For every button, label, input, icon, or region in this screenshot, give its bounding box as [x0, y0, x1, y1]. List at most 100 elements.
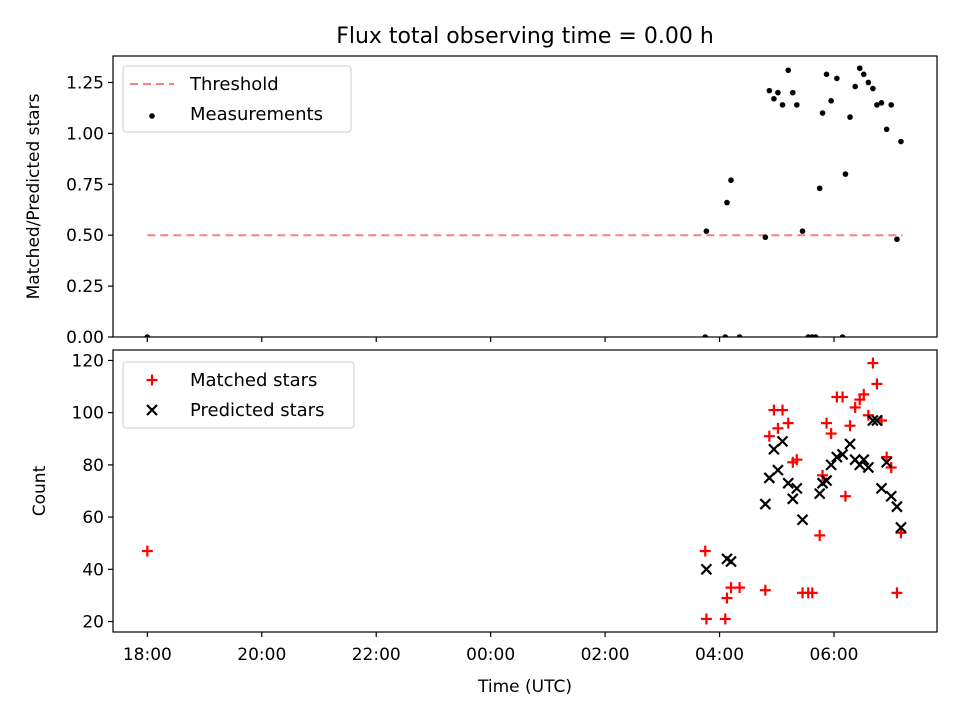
- measurement-point: [874, 102, 880, 108]
- matched-star-point: [734, 582, 746, 594]
- measurement-point: [816, 185, 823, 192]
- measurement-point: [144, 334, 151, 337]
- predicted-star-point: [825, 459, 837, 471]
- predicted-star-point: [831, 451, 843, 463]
- matched-star-point: [867, 357, 879, 369]
- x-axis-title: Time (UTC): [477, 677, 572, 697]
- bottom-x-tick-label: 06:00: [810, 645, 859, 665]
- matched-star-point: [849, 401, 861, 413]
- predicted-star-point: [880, 456, 893, 469]
- top-frame: [112, 55, 938, 338]
- top-y-tick-label: 0.75: [66, 175, 104, 195]
- bottom-legend-box: [122, 361, 355, 429]
- measurement-point: [799, 228, 806, 234]
- measurement-point: [883, 126, 890, 133]
- measurement-point: [828, 97, 834, 104]
- matched-star-point: [871, 378, 883, 390]
- matched-star-point: [763, 430, 775, 442]
- predicted-star-point: [875, 482, 888, 495]
- measurement-point: [779, 102, 786, 108]
- bottom-y-tick-label: 120: [72, 351, 104, 371]
- legend-matched-label: Matched stars: [190, 370, 317, 391]
- matched-star-point: [791, 454, 803, 466]
- bottom-y-axis-title: Count: [30, 465, 50, 516]
- measurement-point: [894, 236, 900, 243]
- legend-measurements-swatch: [149, 113, 155, 119]
- measurement-point: [728, 177, 734, 184]
- matched-star-point: [777, 404, 788, 416]
- legend-measurements-label: Measurements: [190, 104, 323, 125]
- predicted-star-point: [700, 563, 713, 576]
- measurement-point: [785, 67, 792, 74]
- bottom-plot-area: [141, 357, 907, 625]
- legend-predicted-label: Predicted stars: [190, 400, 324, 421]
- matched-star-point: [844, 420, 856, 432]
- top-y-tick-label: 0.00: [66, 328, 104, 348]
- measurement-point: [878, 100, 885, 106]
- chart-title: Flux total observing time = 0.00 h: [336, 24, 714, 49]
- matched-star-point: [721, 592, 733, 604]
- matched-star-point: [719, 613, 731, 625]
- measurement-point: [736, 334, 743, 337]
- predicted-star-point: [759, 498, 772, 510]
- top-legend-box: [122, 65, 352, 133]
- measurement-point: [870, 85, 876, 92]
- predicted-star-point: [844, 438, 856, 450]
- top-legend: Threshold Measurements: [122, 65, 352, 133]
- predicted-star-point: [787, 493, 799, 505]
- top-y-tick-label: 0.50: [66, 226, 104, 246]
- bottom-y-tick-label: 80: [82, 456, 104, 476]
- bottom-y-tick-label: 40: [82, 560, 104, 580]
- matched-star-point: [782, 417, 794, 429]
- top-plot-area: [144, 65, 904, 337]
- top-y-axis-title: Matched/Predicted stars: [24, 93, 44, 299]
- predicted-star-point: [895, 521, 907, 534]
- measurement-point: [724, 199, 730, 206]
- predicted-star-point: [820, 474, 833, 487]
- measurement-point: [812, 334, 819, 337]
- matched-star-point: [837, 391, 849, 403]
- predicted-star-point: [776, 435, 789, 448]
- bottom-x-tick-label: 02:00: [581, 645, 630, 665]
- matched-star-point: [699, 545, 711, 557]
- legend-matched-swatch: [146, 374, 158, 386]
- bottom-x-tick-label: 18:00: [123, 645, 172, 665]
- matched-star-point: [772, 422, 784, 434]
- bottom-x-tick-label: 04:00: [695, 645, 744, 665]
- measurement-point: [888, 102, 895, 108]
- matched-star-point: [839, 490, 851, 502]
- top-axes: 0.00 0.25 0.50 0.75 1.00 1.25 Matched/Predicte…: [24, 55, 938, 348]
- measurement-point: [834, 75, 840, 82]
- measurement-point: [819, 110, 826, 116]
- predicted-star-point: [862, 461, 875, 474]
- bottom-y-tick-label: 60: [82, 508, 104, 528]
- measurement-point: [702, 334, 709, 337]
- measurement-point: [762, 234, 769, 241]
- matched-star-point: [858, 388, 870, 400]
- top-y-tick-label: 1.00: [66, 124, 104, 144]
- top-y-tick-label: 0.25: [66, 277, 104, 297]
- measurement-point: [842, 171, 849, 177]
- matched-star-point: [806, 587, 818, 599]
- predicted-star-point: [791, 482, 803, 495]
- bottom-x-tick-label: 22:00: [352, 645, 401, 665]
- bottom-legend: Matched stars Predicted stars: [122, 361, 355, 429]
- predicted-star-point: [796, 513, 809, 526]
- predicted-star-point: [885, 490, 898, 503]
- bottom-x-tick-label: 20:00: [237, 645, 286, 665]
- matched-star-point: [814, 529, 826, 541]
- bottom-axes: 20 40 60 80 100 120 18:00 20:00 22:00 00:00 02:00 0…: [30, 349, 938, 665]
- predicted-star-point: [725, 555, 737, 568]
- legend-threshold-label: Threshold: [189, 74, 279, 95]
- measurement-point: [790, 89, 796, 96]
- measurement-point: [847, 114, 853, 120]
- measurement-point: [865, 79, 872, 86]
- legend-predicted-swatch: [146, 404, 158, 416]
- measurement-point: [860, 71, 867, 78]
- predicted-star-point: [782, 477, 795, 489]
- measurement-point: [852, 83, 858, 90]
- predicted-star-point: [867, 414, 879, 427]
- predicted-star-point: [836, 448, 849, 461]
- measurement-point: [856, 65, 863, 72]
- matched-star-point: [759, 584, 771, 596]
